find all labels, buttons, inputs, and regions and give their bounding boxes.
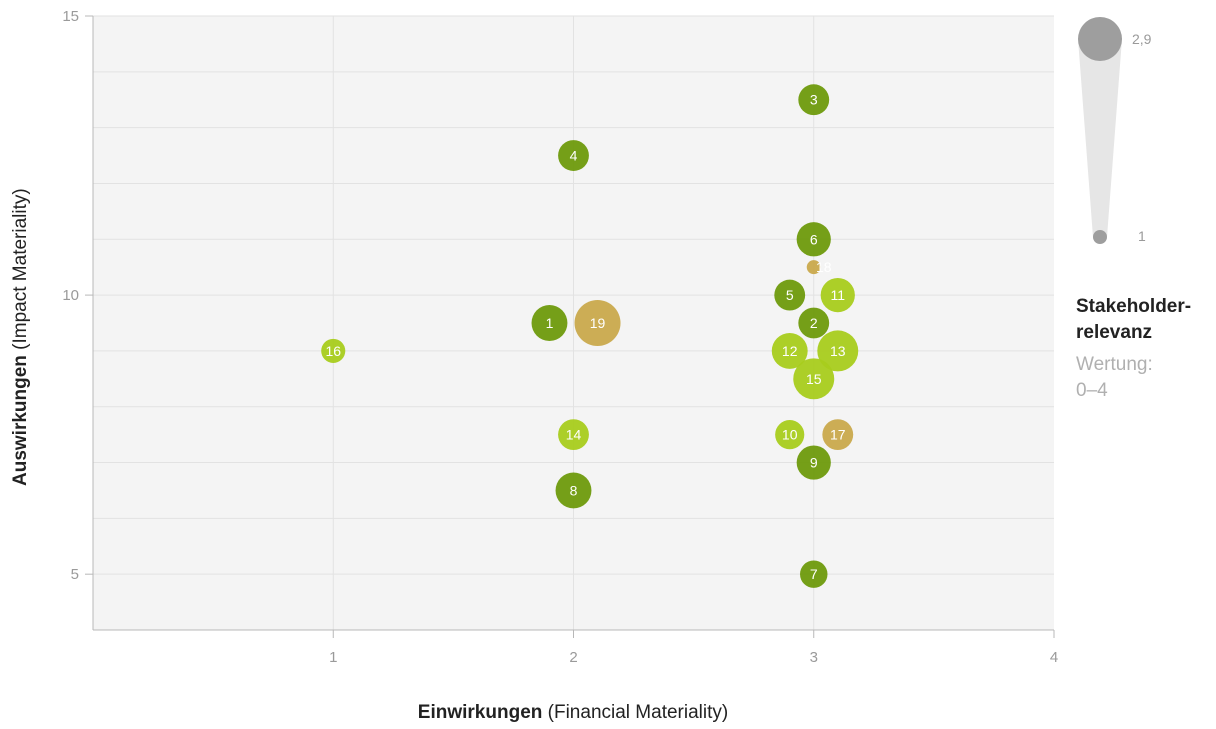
bubble-circle: [796, 222, 831, 257]
bubble-circle: [800, 560, 828, 588]
bubble-label: 10: [782, 427, 798, 443]
size-legend-min-value: 1: [1138, 228, 1146, 244]
bubble-circle: [798, 307, 830, 339]
size-legend-taper: [1078, 39, 1122, 237]
bubble-circle: [774, 279, 806, 311]
bubble-label: 12: [782, 343, 798, 359]
y-tick-label: 15: [62, 8, 79, 25]
bubble-19[interactable]: 19: [574, 300, 621, 346]
bubble-label: 15: [806, 371, 822, 387]
size-legend: [1078, 17, 1122, 244]
bubble-16[interactable]: 16: [321, 338, 346, 363]
bubble-circle: [798, 84, 830, 116]
grid-lines: [93, 15, 1054, 630]
bubble-3[interactable]: 3: [798, 84, 830, 116]
x-tick-label: 3: [810, 649, 818, 666]
bubble-12[interactable]: 12: [771, 332, 808, 369]
size-legend-subtitle: Wertung: 0–4: [1076, 354, 1153, 401]
bubble-1[interactable]: 1: [531, 305, 568, 341]
bubble-7[interactable]: 7: [800, 560, 828, 588]
bubble-label: 2: [810, 315, 818, 331]
bubble-label: 16: [325, 343, 341, 359]
bubble-label: 1: [546, 315, 554, 331]
x-tick-label: 4: [1050, 649, 1058, 666]
bubble-label: 14: [566, 427, 582, 443]
y-axis-title-rest: (Impact Materiality): [10, 188, 31, 356]
bubble-circle: [806, 260, 821, 275]
bubble-4[interactable]: 4: [558, 140, 589, 171]
bubble-18[interactable]: 18: [806, 259, 832, 275]
y-tick-label: 5: [71, 566, 79, 583]
x-axis-title: Einwirkungen (Financial Materiality): [0, 702, 1146, 724]
bubble-label: 3: [810, 92, 818, 108]
y-tick-label: 10: [62, 287, 79, 304]
bubble-label: 5: [786, 287, 794, 303]
bubble-13[interactable]: 13: [817, 330, 859, 372]
bubble-9[interactable]: 9: [796, 445, 831, 480]
x-tick-label: 1: [329, 649, 337, 666]
x-axis-title-bold: Einwirkungen: [417, 702, 543, 723]
bubble-circle: [775, 420, 805, 450]
bubble-circle: [558, 419, 589, 451]
bubble-8[interactable]: 8: [555, 472, 592, 509]
bubble-circle: [555, 472, 592, 509]
bubble-2[interactable]: 2: [798, 307, 830, 339]
bubble-label: 4: [570, 148, 578, 164]
y-axis-title: Auswirkungen (Impact Materiality): [10, 188, 32, 486]
bubble-circle: [796, 445, 831, 480]
size-legend-min-circle: [1093, 230, 1107, 244]
bubble-label: 9: [810, 455, 818, 471]
bubble-17[interactable]: 17: [822, 419, 854, 451]
bubble-14[interactable]: 14: [558, 419, 589, 451]
bubble-circle: [531, 305, 568, 341]
x-tick-label: 2: [569, 649, 577, 666]
bubble-label: 11: [831, 287, 846, 303]
bubble-circle: [771, 332, 808, 369]
bubble-label: 18: [816, 259, 832, 275]
y-axis-title-bold: Auswirkungen: [10, 355, 31, 486]
bubble-label: 17: [830, 427, 846, 443]
bubble-11[interactable]: 11: [820, 277, 855, 313]
bubble-label: 8: [570, 482, 578, 498]
bubble-label: 7: [810, 566, 818, 582]
bubble-circle: [817, 330, 859, 372]
bubble-6[interactable]: 6: [796, 222, 831, 257]
bubble-10[interactable]: 10: [775, 420, 805, 450]
bubble-circle: [820, 277, 855, 313]
bubble-label: 19: [590, 315, 606, 331]
bubble-circle: [793, 358, 835, 400]
size-legend-title: Stakeholder- relevanz: [1076, 296, 1192, 343]
bubble-label: 6: [810, 231, 818, 247]
bubble-circle: [321, 338, 346, 363]
size-legend-max-value: 2,9: [1132, 31, 1152, 47]
size-legend-max-circle: [1078, 17, 1122, 61]
x-axis-title-rest: (Financial Materiality): [542, 702, 729, 723]
bubble-15[interactable]: 15: [793, 358, 835, 400]
bubble-5[interactable]: 5: [774, 279, 806, 311]
bubble-circle: [574, 300, 621, 346]
bubble-label: 13: [830, 343, 846, 359]
bubble-circle: [822, 419, 854, 451]
bubble-circle: [558, 140, 589, 171]
